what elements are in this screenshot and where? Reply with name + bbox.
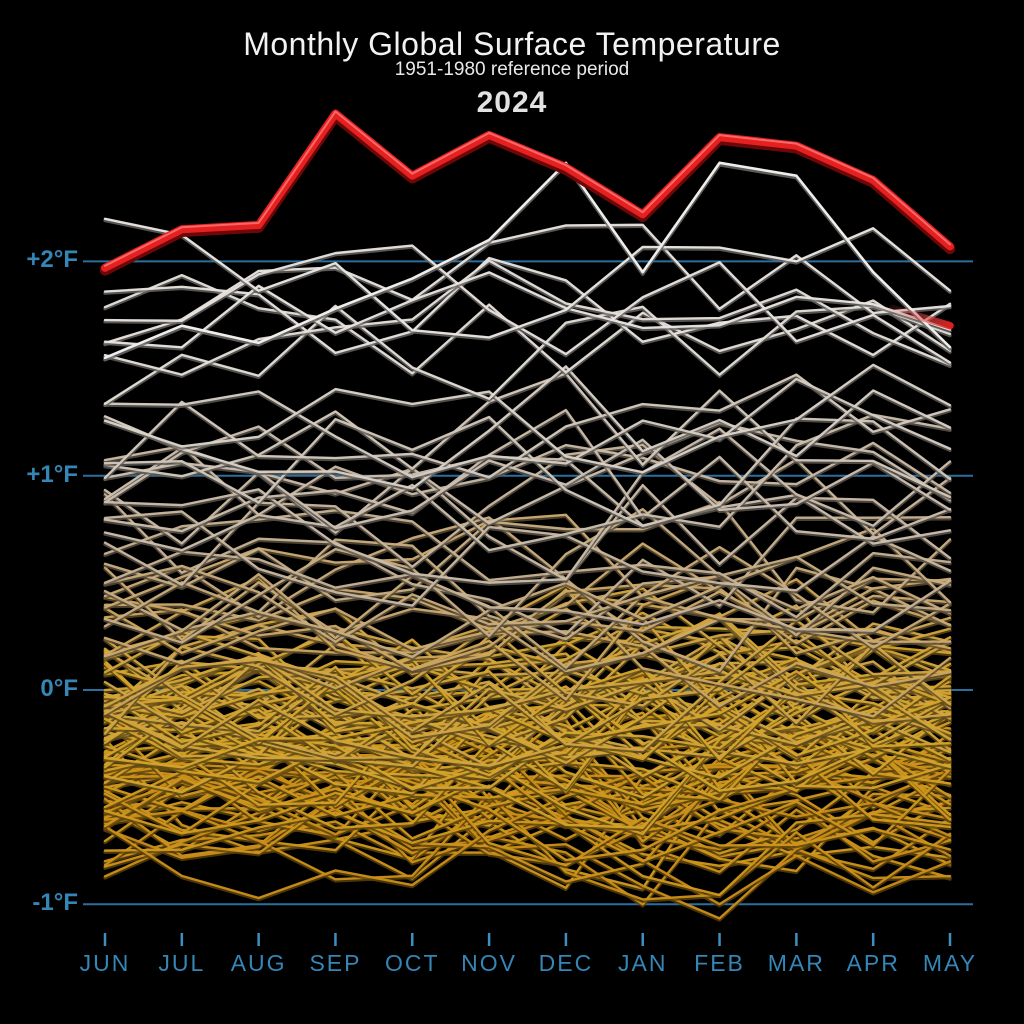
- ensemble-line-1913-shadow: [103, 812, 952, 899]
- ensemble-line-1988-shadow: [103, 567, 952, 675]
- month-label-SEP: SEP: [309, 950, 362, 976]
- ensemble-line-1991: [103, 538, 952, 641]
- ensemble-line-1988: [103, 566, 952, 673]
- ensemble-line-2009: [103, 372, 952, 499]
- ensemble-line-1905: [103, 761, 952, 858]
- ensemble-line-1902: [103, 783, 952, 906]
- ensemble-line-2005-shadow: [103, 428, 952, 586]
- ensemble-line-1999: [103, 443, 952, 586]
- ensemble-line-2012-shadow: [103, 366, 952, 492]
- month-label-MAR: MAR: [767, 950, 825, 976]
- ensemble-line-1996: [103, 507, 952, 644]
- series-2024-line: [101, 109, 954, 272]
- ensemble-line-2014: [103, 363, 952, 474]
- ensemble-line-1976-shadow: [103, 631, 952, 720]
- y-axis-label-+1°F: +1°F: [26, 460, 78, 488]
- month-label-AUG: AUG: [230, 950, 287, 976]
- ensemble-line-1985-shadow: [103, 584, 952, 674]
- ensemble-line-1974-shadow: [103, 671, 952, 771]
- ensemble-line-2023: [103, 161, 952, 360]
- previous-year-fade-line: [888, 304, 954, 330]
- month-label-NOV: NOV: [461, 950, 517, 976]
- ensemble-line-1921: [103, 744, 952, 867]
- ensemble-line-2019: [103, 223, 952, 345]
- month-label-APR: APR: [846, 950, 900, 976]
- ensemble-line-1973-shadow: [103, 658, 952, 763]
- ensemble-line-1921-shadow: [103, 745, 952, 869]
- ensemble-line-2007: [103, 413, 952, 552]
- ensemble-line-1993-shadow: [103, 493, 952, 638]
- ensemble-line-1954-shadow: [103, 691, 952, 832]
- ensemble-line-2013-shadow: [103, 378, 952, 481]
- y-axis-label-+2°F: +2°F: [26, 246, 78, 274]
- ensemble-line-1978: [103, 630, 952, 767]
- y-axis-label--1°F: -1°F: [32, 889, 78, 917]
- ensemble-line-2008-shadow: [103, 439, 952, 532]
- ensemble-line-1993: [103, 492, 952, 636]
- ensemble-line-2009-shadow: [103, 373, 952, 501]
- ensemble-line-2007-shadow: [103, 414, 952, 554]
- series-2024-shadow: [99, 110, 956, 276]
- month-label-OCT: OCT: [384, 950, 440, 976]
- ensemble-line-2006-shadow: [103, 409, 952, 543]
- ensemble-line-1965-shadow: [103, 676, 952, 759]
- ensemble-line-1978-shadow: [103, 631, 952, 769]
- ensemble-line-2006: [103, 408, 952, 540]
- ensemble-line-2014-shadow: [103, 364, 952, 476]
- ensemble-line-1994: [103, 564, 952, 644]
- ensemble-line-2016: [103, 256, 952, 357]
- ensemble-line-2022: [103, 217, 952, 339]
- month-label-MAY: MAY: [922, 950, 978, 976]
- ensemble-line-2022-shadow: [103, 218, 952, 341]
- ensemble-line-1974: [103, 669, 952, 769]
- ensemble-line-1943-shadow: [103, 584, 952, 723]
- ensemble-line-1976: [103, 630, 952, 718]
- chart-title: Monthly Global Surface Temperature: [243, 26, 781, 62]
- ensemble-line-1954: [103, 690, 952, 829]
- ensemble-line-1991-shadow: [103, 539, 952, 643]
- ensemble-line-2002-shadow: [103, 511, 952, 609]
- month-label-JAN: JAN: [617, 950, 668, 976]
- ensemble-line-2021-shadow: [103, 272, 952, 351]
- ensemble-line-1966: [103, 669, 952, 746]
- month-label-JUL: JUL: [158, 950, 206, 976]
- ensemble-line-1907: [103, 795, 952, 906]
- ensemble-line-1981: [103, 608, 952, 708]
- ensemble-line-1959: [103, 660, 952, 759]
- ensemble-line-1920-shadow: [103, 765, 952, 865]
- series-2024-highlight: [104, 110, 951, 267]
- ensemble-line-2017: [103, 304, 952, 405]
- chart-subtitle: 1951-1980 reference period: [394, 59, 630, 80]
- ensemble-line-1913: [103, 811, 952, 897]
- highlight-year-label: 2024: [476, 86, 548, 119]
- month-label-FEB: FEB: [694, 950, 745, 976]
- y-axis-label-0°F: 0°F: [40, 674, 78, 702]
- ensemble-line-2002: [103, 510, 952, 607]
- ensemble-line-2015-shadow: [103, 274, 952, 377]
- ensemble-line-1981-shadow: [103, 609, 952, 710]
- month-label-DEC: DEC: [538, 950, 594, 976]
- ensemble-line-2021: [103, 271, 952, 349]
- ensemble-line-2004: [103, 425, 952, 545]
- ensemble-line-2013: [103, 377, 952, 479]
- ensemble-line-1920: [103, 763, 952, 863]
- ensemble-line-2012: [103, 365, 952, 490]
- month-label-JUN: JUN: [79, 950, 131, 976]
